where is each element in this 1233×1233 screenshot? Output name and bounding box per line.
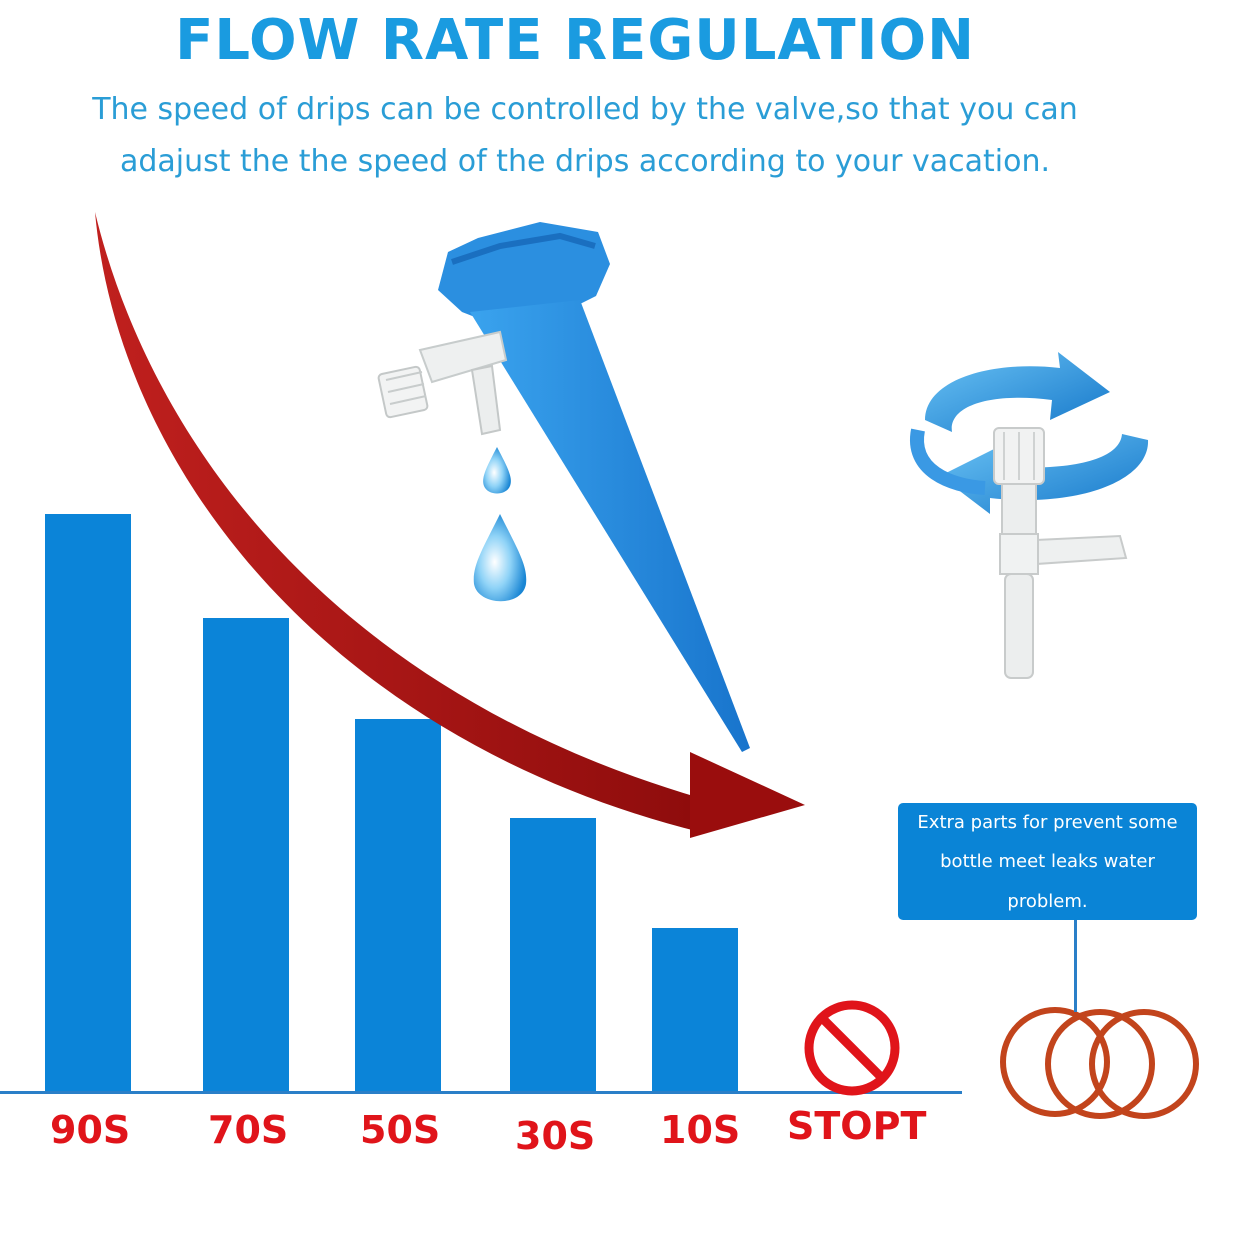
label-30s: 30S — [515, 1114, 596, 1158]
subtitle-line-1: The speed of drips can be controlled by … — [92, 92, 1078, 127]
o-rings-icon — [1000, 1007, 1199, 1119]
water-drop-small-icon — [483, 447, 511, 494]
callout-line-2: bottle meet leaks water — [940, 851, 1155, 872]
label-70s: 70S — [208, 1108, 289, 1152]
red-curve-arrow — [95, 212, 805, 838]
stop-sign-icon — [804, 1000, 900, 1096]
callout-line-3: problem. — [1007, 891, 1088, 912]
subtitle-line-2: adajust the the speed of the drips accor… — [119, 144, 1051, 179]
chart-baseline — [0, 1091, 962, 1094]
water-drop-large-icon — [473, 514, 527, 602]
bar-30s — [510, 818, 596, 1092]
valve-part-icon — [993, 427, 1128, 679]
page-title: FLOW RATE REGULATION — [175, 8, 975, 73]
bar-10s — [652, 928, 738, 1092]
label-10s: 10S — [660, 1108, 741, 1152]
label-90s: 90S — [50, 1108, 131, 1152]
extra-parts-callout: Extra parts for prevent some bottle meet… — [898, 803, 1197, 920]
bar-50s — [355, 719, 441, 1092]
label-stopt: STOPT — [787, 1104, 927, 1148]
callout-connector — [1074, 920, 1077, 1012]
callout-line-1: Extra parts for prevent some — [917, 812, 1178, 833]
bar-70s — [203, 618, 289, 1092]
label-50s: 50S — [360, 1108, 441, 1152]
drip-spike-icon — [377, 222, 750, 752]
bar-90s — [45, 514, 131, 1092]
